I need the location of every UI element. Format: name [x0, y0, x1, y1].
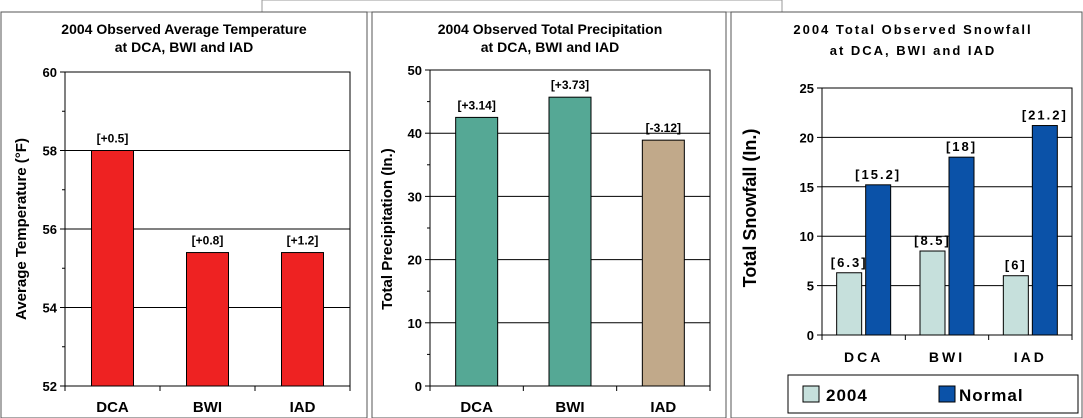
snowfall-y-tick-label: 5 — [807, 279, 814, 294]
precipitation-data-label: [+3.14] — [457, 98, 495, 112]
precipitation-category-label: DCA — [460, 399, 493, 416]
temperature-y-tick-label: 52 — [43, 379, 57, 394]
precipitation-y-tick-label: 40 — [408, 126, 422, 141]
top-caption-frame — [261, 0, 783, 13]
legend-swatch-2004 — [802, 385, 820, 403]
precipitation-axes — [425, 69, 711, 391]
snowfall-chart-border — [730, 11, 1083, 418]
precipitation-data-labels: [+3.14] [+3.73] [-3.12] — [457, 78, 681, 135]
snowfall-bar-normal-bwi — [948, 156, 975, 336]
snowfall-title-line-2: at DCA, BWI and IAD — [830, 43, 997, 58]
precipitation-y-tick-label: 30 — [408, 189, 422, 204]
snowfall-y-tick-label: 10 — [800, 229, 814, 244]
snowfall-gridlines — [821, 87, 1073, 336]
snowfall-y-tick-label: 0 — [807, 328, 814, 343]
snowfall-chart: 2004 Total Observed Snowfall at DCA, BWI… — [730, 11, 1083, 418]
precipitation-y-ticks: 0 10 20 30 40 50 — [408, 63, 422, 394]
snowfall-plot-frame — [821, 87, 1073, 336]
temperature-bar-dca — [91, 150, 134, 387]
precipitation-bar-iad — [641, 139, 685, 387]
temperature-y-tick-label: 56 — [43, 222, 57, 237]
temperature-y-axis-label: Average Temperature (°F) — [13, 138, 30, 320]
snowfall-data-label: [6] — [1005, 258, 1027, 273]
snowfall-data-label: [21.2] — [1022, 108, 1068, 123]
snowfall-data-label: [8.5] — [914, 233, 951, 248]
temperature-chart: 2004 Observed Average Temperature at DCA… — [0, 11, 368, 418]
precipitation-y-tick-label: 0 — [415, 379, 422, 394]
snowfall-categories: DCA BWI IAD — [844, 349, 1047, 365]
legend-swatch-normal — [938, 385, 956, 403]
snowfall-y-tick-label: 15 — [800, 180, 814, 195]
snowfall-data-labels: [6.3] [15.2] [8.5] [18] [6] [21.2] — [831, 108, 1068, 273]
snowfall-bar-2004-iad — [1002, 275, 1029, 336]
temperature-y-tick-label: 60 — [43, 65, 57, 80]
precipitation-chart: 2004 Observed Total Precipitation at DCA… — [371, 11, 727, 418]
temperature-category-label: IAD — [290, 399, 316, 416]
temperature-y-ticks: 52 54 56 58 60 — [43, 65, 58, 394]
snowfall-data-label: [6.3] — [831, 255, 868, 270]
temperature-categories: DCA BWI IAD — [96, 399, 315, 416]
snowfall-data-label: [18] — [946, 139, 977, 154]
precipitation-y-tick-label: 20 — [408, 253, 422, 268]
precipitation-bars — [455, 96, 685, 387]
precipitation-category-label: IAD — [650, 399, 676, 416]
precipitation-bar-bwi — [548, 96, 592, 387]
legend-label-normal: Normal — [959, 386, 1024, 405]
snowfall-bar-normal-iad — [1031, 125, 1058, 336]
precipitation-category-label: BWI — [555, 399, 584, 416]
temperature-bar-bwi — [186, 252, 229, 387]
temperature-bars — [91, 150, 324, 387]
temperature-title-line-2: at DCA, BWI and IAD — [115, 39, 253, 55]
snowfall-bar-normal-dca — [865, 184, 892, 336]
temperature-y-tick-label: 58 — [43, 144, 57, 159]
precipitation-y-axis-label: Total Precipitation (In.) — [379, 148, 396, 309]
snowfall-y-tick-label: 20 — [800, 130, 814, 145]
snowfall-category-label: IAD — [1014, 349, 1047, 365]
snowfall-bar-2004-bwi — [919, 250, 946, 336]
snowfall-category-label: DCA — [844, 349, 883, 365]
snowfall-data-label: [15.2] — [855, 167, 901, 182]
temperature-category-label: BWI — [193, 399, 222, 416]
legend-label-2004: 2004 — [826, 386, 868, 405]
snowfall-category-label: BWI — [929, 349, 965, 365]
temperature-axes — [60, 71, 351, 391]
temperature-data-labels: [+0.5] [+0.8] [+1.2] — [97, 132, 319, 248]
precipitation-bar-dca — [455, 116, 499, 387]
temperature-bar-iad — [281, 252, 324, 387]
temperature-data-label: [+0.5] — [97, 132, 129, 146]
snowfall-y-tick-label: 25 — [800, 81, 814, 96]
precipitation-y-tick-label: 50 — [408, 63, 422, 78]
snowfall-title-line-1: 2004 Total Observed Snowfall — [793, 22, 1032, 37]
snowfall-legend: 2004 Normal — [787, 374, 1079, 414]
snowfall-bar-2004-dca — [836, 272, 863, 336]
precipitation-title-line-2: at DCA, BWI and IAD — [481, 39, 619, 55]
snowfall-bars — [836, 125, 1058, 336]
snowfall-axes — [817, 87, 1073, 340]
precipitation-data-label: [+3.73] — [551, 78, 589, 92]
precipitation-title-line-1: 2004 Observed Total Precipitation — [438, 21, 663, 37]
temperature-data-label: [+0.8] — [192, 234, 224, 248]
precipitation-y-tick-label: 10 — [408, 316, 422, 331]
temperature-title-line-1: 2004 Observed Average Temperature — [61, 21, 307, 37]
snowfall-legend-box — [787, 374, 1079, 414]
precipitation-data-label: [-3.12] — [646, 121, 681, 135]
temperature-category-label: DCA — [96, 399, 129, 416]
precipitation-categories: DCA BWI IAD — [460, 399, 676, 416]
snowfall-y-axis-label: Total Snowfall (In.) — [740, 129, 760, 288]
temperature-data-label: [+1.2] — [287, 234, 319, 248]
snowfall-y-ticks: 0 5 10 15 20 25 — [800, 81, 814, 343]
temperature-y-tick-label: 54 — [43, 301, 58, 316]
